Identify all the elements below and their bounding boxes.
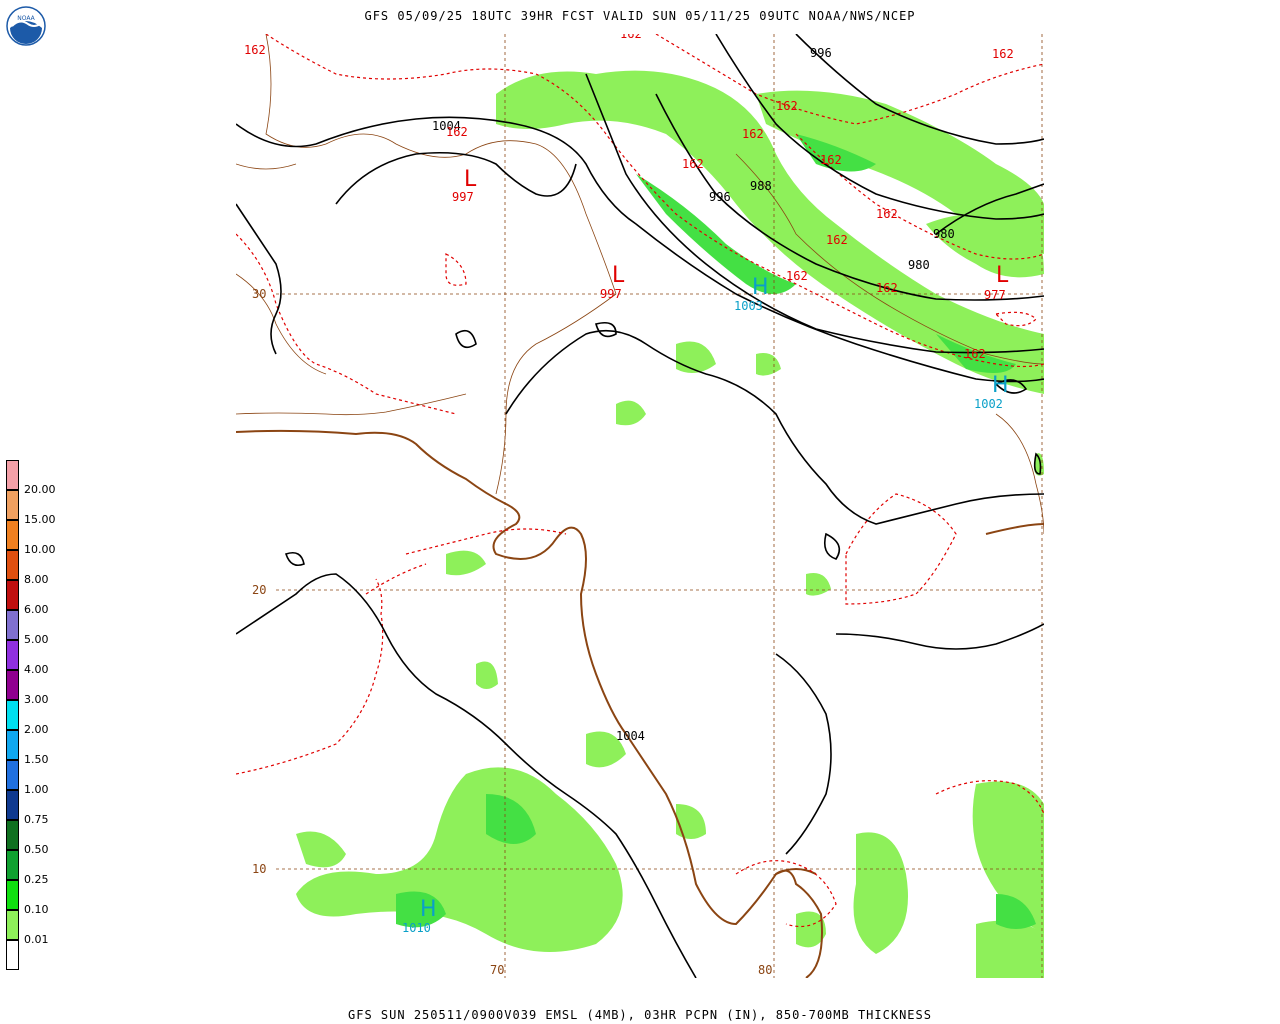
legend-swatch: [6, 490, 19, 520]
high-symbol: H: [420, 897, 437, 922]
weather-map: 30 20 10 70 80 1004 996 996 988 980 980 …: [236, 34, 1044, 978]
low-value: 977: [984, 288, 1006, 302]
legend-swatch: [6, 460, 19, 490]
legend-swatch: [6, 880, 19, 910]
lat-label-20: 20: [252, 583, 266, 597]
high-value: 1010: [402, 921, 431, 935]
legend-swatch: [6, 820, 19, 850]
low-symbol: L: [996, 263, 1009, 288]
low-symbol: L: [464, 167, 477, 192]
thickness-label: 162: [786, 269, 808, 283]
isobar-label: 996: [709, 190, 731, 204]
legend-swatch: [6, 520, 19, 550]
high-symbol: H: [992, 373, 1009, 398]
legend-swatch: [6, 940, 19, 970]
thickness-contours: [236, 34, 1044, 928]
legend-label: 5.00: [24, 633, 49, 646]
precip-legend: 20.00 15.00 10.00 8.00 6.00 5.00 4.00 3.00 2.00 1…: [6, 460, 66, 972]
coastlines: [236, 429, 1044, 978]
legend-label: 4.00: [24, 663, 49, 676]
legend-swatch: [6, 760, 19, 790]
thickness-label: 162: [620, 34, 642, 41]
lon-label-80: 80: [758, 963, 772, 977]
legend-swatch: [6, 670, 19, 700]
legend-label: 0.50: [24, 843, 49, 856]
legend-label: 8.00: [24, 573, 49, 586]
high-value: 1003: [734, 299, 763, 313]
lat-lon-grid: [276, 34, 1044, 978]
thickness-label: 162: [446, 125, 468, 139]
thickness-label: 162: [244, 43, 266, 57]
thickness-label: 162: [992, 47, 1014, 61]
map-title: GFS 05/09/25 18UTC 39HR FCST VALID SUN 0…: [364, 9, 916, 23]
thickness-label: 162: [826, 233, 848, 247]
isobar-label: 1004: [432, 119, 461, 133]
legend-label: 20.00: [24, 483, 56, 496]
legend-swatch: [6, 610, 19, 640]
legend-swatch: [6, 580, 19, 610]
low-symbol: L: [612, 263, 625, 288]
legend-label: 0.25: [24, 873, 49, 886]
legend-label: 0.75: [24, 813, 49, 826]
map-subtitle: GFS SUN 250511/0900V039 EMSL (4MB), 03HR…: [348, 1008, 932, 1022]
low-value: 997: [600, 287, 622, 301]
low-value: 997: [452, 190, 474, 204]
lat-label-10: 10: [252, 862, 266, 876]
precipitation-cores: [396, 134, 1036, 929]
legend-swatch: [6, 700, 19, 730]
legend-label: 2.00: [24, 723, 49, 736]
legend-swatch: [6, 640, 19, 670]
precipitation-areas: [296, 70, 1044, 978]
high-symbol: H: [752, 275, 769, 300]
legend-swatch: [6, 850, 19, 880]
legend-label: 6.00: [24, 603, 49, 616]
thickness-label: 162: [820, 153, 842, 167]
legend-label: 10.00: [24, 543, 56, 556]
legend-label: 0.10: [24, 903, 49, 916]
thickness-label: 162: [876, 281, 898, 295]
legend-label: 0.01: [24, 933, 49, 946]
high-value: 1002: [974, 397, 1003, 411]
thickness-label: 162: [682, 157, 704, 171]
legend-label: 3.00: [24, 693, 49, 706]
legend-label: 15.00: [24, 513, 56, 526]
legend-swatch: [6, 730, 19, 760]
thickness-label: 162: [776, 99, 798, 113]
noaa-logo: NOAA: [6, 6, 46, 46]
isobar-label: 996: [810, 46, 832, 60]
thickness-label: 162: [876, 207, 898, 221]
legend-swatch: [6, 550, 19, 580]
isobar-label: 1004: [616, 729, 645, 743]
legend-label: 1.50: [24, 753, 49, 766]
isobar-label: 980: [933, 227, 955, 241]
legend-swatch: [6, 790, 19, 820]
legend-label: 1.00: [24, 783, 49, 796]
lat-label-30: 30: [252, 287, 266, 301]
svg-text:NOAA: NOAA: [17, 15, 35, 22]
borders: [236, 34, 1044, 535]
isobar-label: 988: [750, 179, 772, 193]
lon-label-70: 70: [490, 963, 504, 977]
thickness-label: 162: [964, 347, 986, 361]
isobar-label: 980: [908, 258, 930, 272]
thickness-label: 162: [742, 127, 764, 141]
legend-swatch: [6, 910, 19, 940]
isobars: [236, 34, 1044, 978]
